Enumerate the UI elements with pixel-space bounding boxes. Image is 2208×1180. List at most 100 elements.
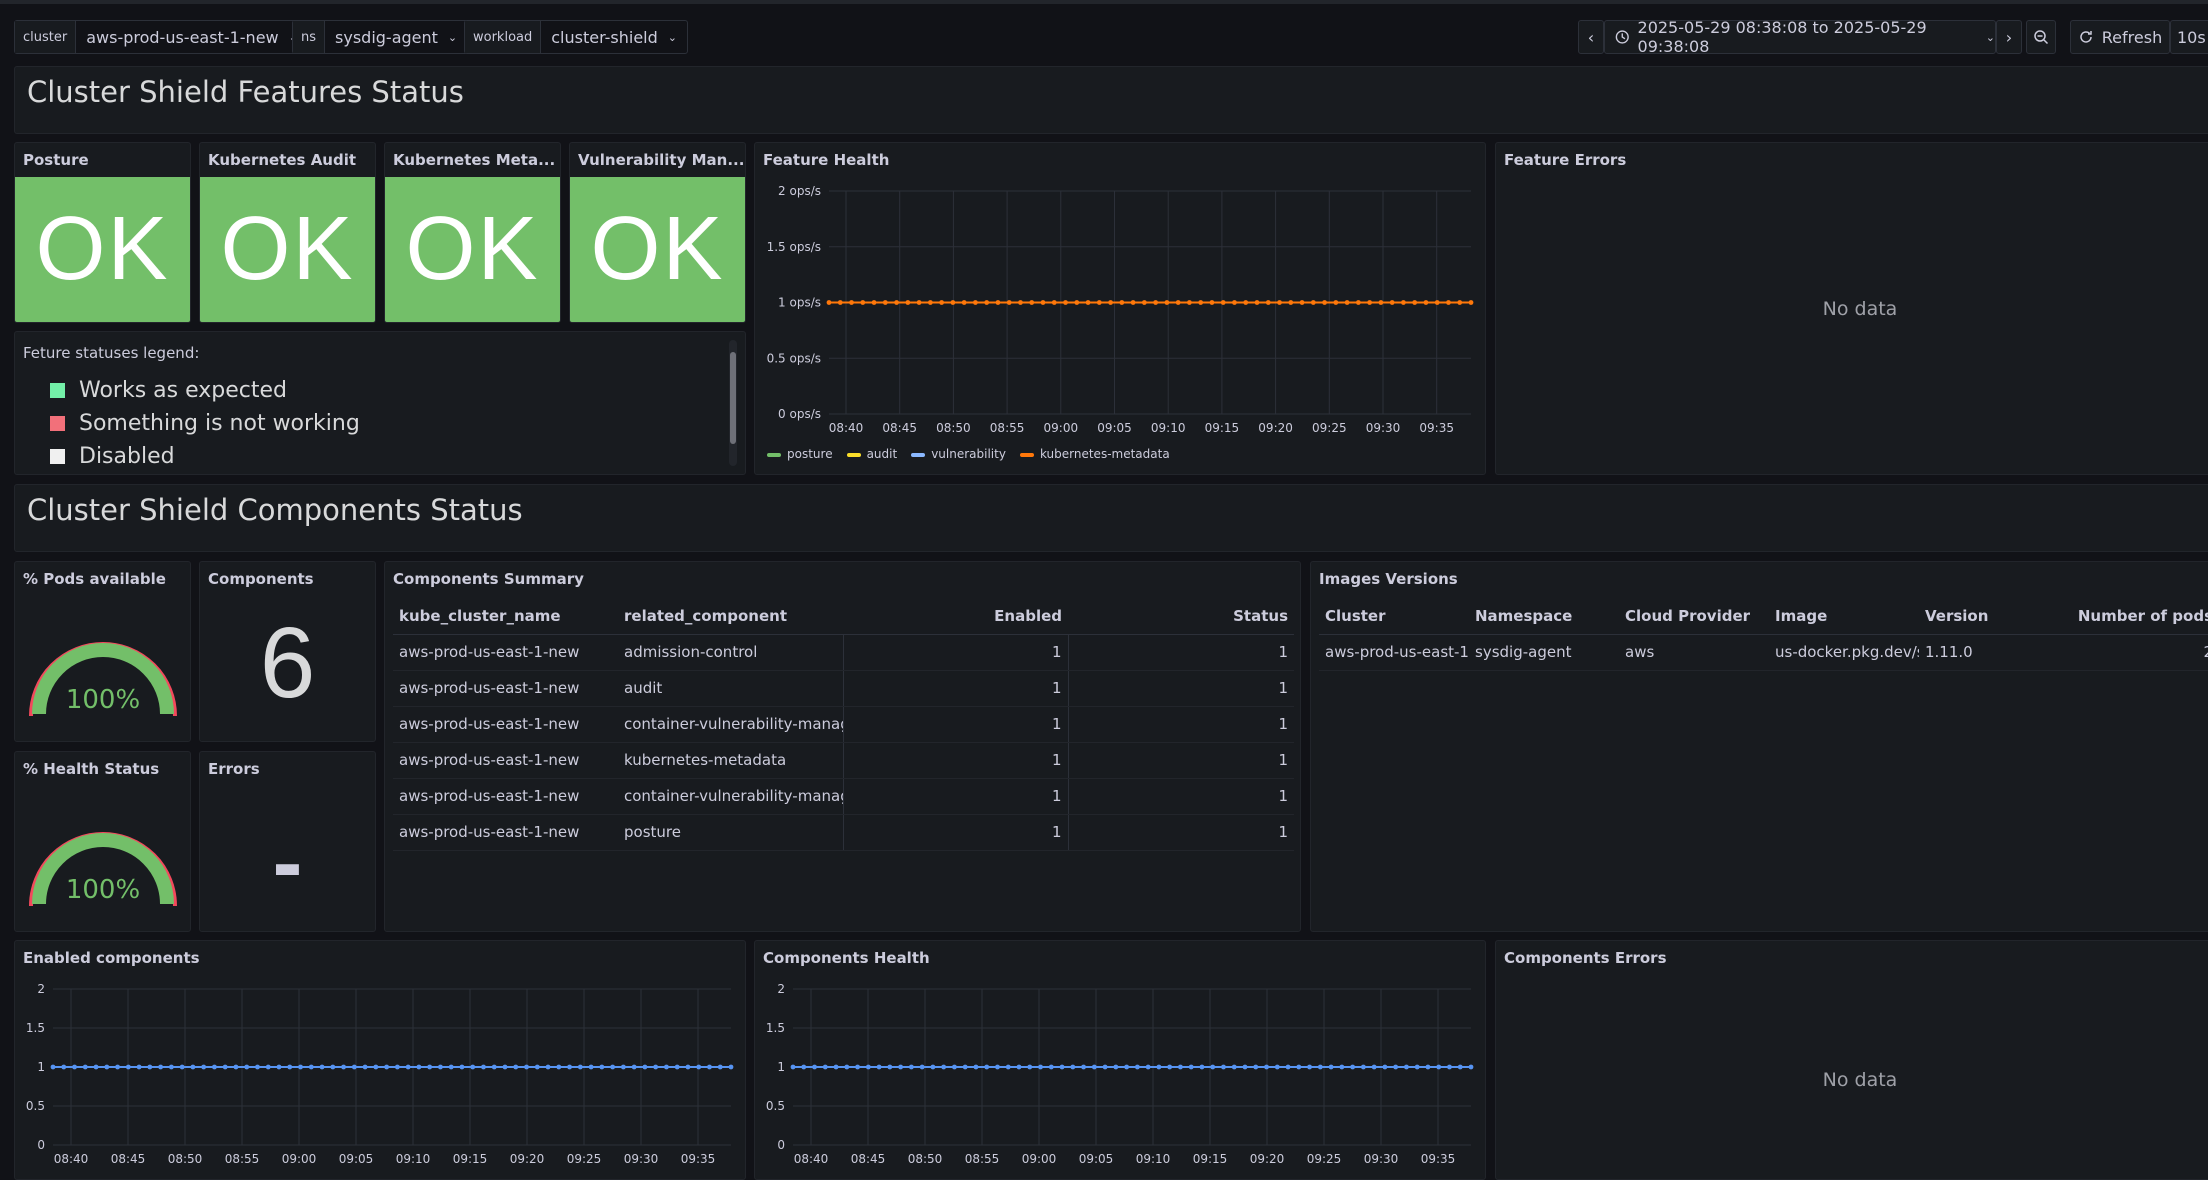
column-header[interactable]: Number of pods [2069, 598, 2208, 635]
column-header[interactable]: Cluster [1319, 598, 1469, 635]
y-tick-label: 2 [777, 982, 785, 996]
y-tick-label: 0.5 [26, 1099, 45, 1113]
refresh-interval-picker[interactable]: 10s [2170, 20, 2208, 54]
data-point [1457, 300, 1463, 305]
row-components[interactable]: Cluster Shield Components Status [14, 484, 2208, 552]
data-point [244, 1064, 250, 1070]
table-row[interactable]: aws-prod-us-east-1-new audit 1 1 [393, 670, 1294, 707]
variable-ns[interactable]: ns sysdig-agent ⌄ [292, 20, 469, 54]
components-health-chart[interactable]: 2 1.5 1 0.5 0 08:40 08:45 08:50 08:55 09:00 09:05 0… [755, 941, 1486, 1180]
data-point [502, 1064, 508, 1070]
data-point [534, 1064, 540, 1070]
row-features-title: Cluster Shield Features Status [27, 75, 464, 109]
kubernetes-audit-stat-panel[interactable]: Kubernetes Audit OK [199, 142, 376, 323]
column-header[interactable]: Status [1068, 598, 1294, 635]
enabled-components-panel[interactable]: Enabled components 2 1.5 1 0.5 0 08:40 08:45 08… [14, 940, 746, 1180]
time-back-button[interactable]: ‹ [1578, 20, 1604, 54]
feature-errors-panel[interactable]: Feature Errors No data [1495, 142, 2208, 475]
legend-posture[interactable]: posture [767, 447, 833, 461]
column-header[interactable]: Image [1769, 598, 1919, 635]
data-point [1063, 300, 1068, 305]
data-point [685, 1064, 691, 1070]
dashboard-toolbar: cluster aws-prod-us-east-1-new⌄ ns sysdi… [0, 0, 2208, 66]
feature-health-panel[interactable]: Feature Health 2 ops/s 1.5 ops/s 1 ops/s 0.… [754, 142, 1486, 475]
variable-workload[interactable]: workload cluster-shield ⌄ [464, 20, 688, 54]
data-point [833, 1064, 839, 1070]
components-count-panel[interactable]: Components 6 [199, 561, 376, 742]
data-point [1307, 1064, 1312, 1070]
time-range-picker[interactable]: 2025-05-29 08:38:08 to 2025-05-29 09:38:… [1604, 18, 1996, 56]
data-point [1134, 1064, 1140, 1070]
table-cell: audit [618, 670, 844, 707]
column-header[interactable]: Version [1919, 598, 2069, 635]
feature-health-chart[interactable]: 2 ops/s 1.5 ops/s 1 ops/s 0.5 ops/s 0 ops/s 0… [755, 143, 1486, 475]
line-swatch-icon [1019, 452, 1034, 457]
column-header[interactable]: Namespace [1469, 598, 1619, 635]
column-header[interactable]: related_component [618, 598, 843, 635]
legend-kubernetes-metadata[interactable]: kubernetes-metadata [1019, 447, 1170, 461]
vulnerability-stat-panel[interactable]: Vulnerability Man... OK [569, 142, 746, 323]
table-row[interactable]: aws-prod-us-east-1-new kubernetes-metadat… [393, 742, 1294, 779]
column-header[interactable]: Cloud Provider [1619, 598, 1769, 635]
x-tick-label: 08:55 [965, 1152, 1000, 1166]
data-point [104, 1064, 110, 1070]
legend-vulnerability[interactable]: vulnerability [911, 447, 1006, 461]
data-point [1048, 1064, 1054, 1070]
column-header[interactable]: Enabled [843, 598, 1068, 635]
chevron-down-icon: ⌄ [667, 30, 677, 44]
row-features[interactable]: Cluster Shield Features Status [14, 66, 2208, 134]
y-tick-label: 0 [37, 1138, 45, 1152]
legend-label: audit [866, 447, 898, 461]
zoom-out-button[interactable] [2026, 20, 2056, 54]
data-point [276, 1064, 282, 1070]
data-point [1221, 1064, 1226, 1070]
errors-panel[interactable]: Errors - [199, 751, 376, 932]
data-point [1265, 300, 1271, 305]
table-header-row: kube_cluster_name related_component Enab… [393, 598, 1294, 635]
legend-audit[interactable]: audit [846, 447, 898, 461]
data-point [1333, 300, 1339, 305]
table-row[interactable]: aws-prod-us-east-1- sysdig-agent aws us-… [1319, 634, 2208, 671]
components-summary-panel[interactable]: Components Summary kube_cluster_name rel… [384, 561, 1301, 932]
variable-workload-value: cluster-shield [551, 27, 658, 47]
data-point [1447, 1064, 1452, 1070]
variable-cluster[interactable]: cluster aws-prod-us-east-1-new⌄ [14, 20, 309, 54]
enabled-components-chart[interactable]: 2 1.5 1 0.5 0 08:40 08:45 08:50 08:55 09:00 09:05 0… [15, 941, 746, 1180]
refresh-icon [2080, 31, 2092, 43]
data-point [790, 1064, 796, 1070]
x-tick-label: 09:05 [339, 1152, 374, 1166]
table-row[interactable]: aws-prod-us-east-1-new container-vulnerab… [393, 706, 1294, 743]
images-versions-panel[interactable]: Images Versions Cluster Namespace Cloud … [1310, 561, 2208, 932]
data-point [1027, 1064, 1033, 1070]
data-point [222, 1064, 228, 1070]
pods-available-panel[interactable]: % Pods available 100% [14, 561, 191, 742]
data-point [190, 1064, 196, 1070]
x-tick-label: 08:40 [54, 1152, 89, 1166]
kubernetes-metadata-stat-panel[interactable]: Kubernetes Meta... OK [384, 142, 561, 323]
scrollbar-thumb[interactable] [730, 352, 736, 444]
x-tick-label: 08:40 [829, 421, 864, 435]
components-health-panel[interactable]: Components Health 2 1.5 1 0.5 0 08:40 08:45 08:… [754, 940, 1486, 1180]
data-point [939, 300, 945, 305]
data-point [826, 300, 832, 305]
data-point [894, 300, 899, 305]
components-errors-panel[interactable]: Components Errors No data [1495, 940, 2208, 1180]
table-row[interactable]: aws-prod-us-east-1-new posture 1 1 [393, 814, 1294, 851]
components-summary-table: kube_cluster_name related_component Enab… [393, 598, 1294, 851]
health-status-panel[interactable]: % Health Status 100% [14, 751, 191, 932]
gauge-value: 100% [66, 685, 140, 715]
data-point [50, 1064, 56, 1070]
y-tick-label: 2 ops/s [778, 184, 821, 198]
time-forward-button[interactable]: › [1996, 20, 2022, 54]
refresh-button[interactable]: Refresh [2070, 20, 2170, 54]
data-point [984, 300, 990, 305]
column-header[interactable]: kube_cluster_name [393, 598, 618, 635]
legend-scrollbar[interactable] [729, 340, 737, 466]
table-row[interactable]: aws-prod-us-east-1-new container-vulnerab… [393, 778, 1294, 815]
table-row[interactable]: aws-prod-us-east-1-new admission-control 1… [393, 634, 1294, 671]
data-point [1310, 300, 1316, 305]
panel-title: Vulnerability Man... [578, 151, 745, 169]
table-cell: 1 [843, 634, 1069, 671]
feature-health-legend: posture audit vulnerability kubernetes-m… [767, 447, 1170, 461]
posture-stat-panel[interactable]: Posture OK [14, 142, 191, 323]
